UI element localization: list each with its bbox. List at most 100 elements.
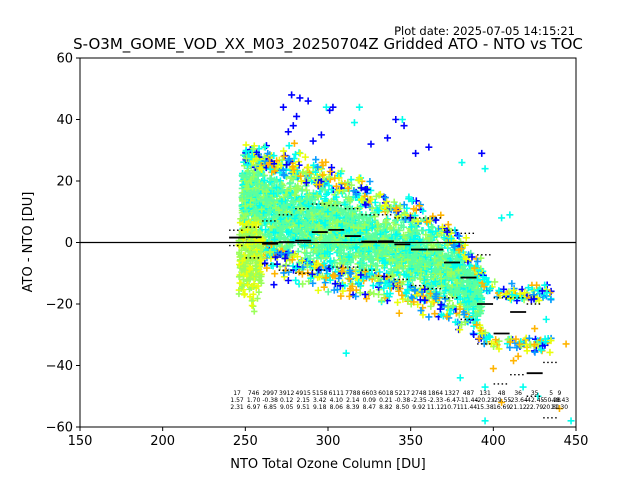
scatter-point	[352, 292, 360, 300]
scatter-point	[495, 287, 503, 295]
scatter-point	[324, 248, 332, 256]
scatter-point	[502, 290, 510, 298]
scatter-point	[301, 242, 309, 250]
scatter-point	[404, 251, 412, 259]
scatter-point	[511, 339, 519, 347]
scatter-point	[350, 119, 358, 127]
scatter-point	[309, 216, 317, 224]
scatter-point	[246, 293, 254, 300]
scatter-point	[367, 186, 375, 194]
scatter-point	[530, 340, 538, 348]
scatter-point	[427, 302, 435, 310]
stats-means-value: 1.57	[230, 397, 244, 404]
x-axis-ticks: 150 200 250 300 350 400 450	[68, 427, 588, 449]
scatter-point	[278, 197, 286, 205]
scatter-point	[280, 223, 288, 231]
scatter-point	[547, 287, 555, 295]
scatter-point	[245, 190, 253, 198]
scatter-point	[428, 298, 436, 306]
stats-counts-value: 5	[549, 390, 553, 397]
scatter-point	[485, 278, 493, 286]
scatter-point	[417, 268, 425, 276]
scatter-point	[358, 195, 366, 203]
scatter-point	[339, 287, 347, 295]
scatter-point	[432, 290, 440, 298]
plot-date-label: Plot date: 2025-07-05 14:15:21	[394, 24, 575, 38]
median-markers-layer	[229, 228, 543, 375]
stats-stds-value: 20.81	[543, 404, 560, 411]
scatter-point	[238, 246, 245, 254]
scatter-point	[320, 260, 328, 268]
scatter-point	[255, 220, 262, 228]
scatter-point	[293, 112, 301, 120]
scatter-point	[244, 226, 251, 233]
scatter-point	[404, 296, 412, 304]
stats-stds-value: 2.31	[230, 404, 244, 411]
scatter-point	[421, 285, 429, 293]
scatter-point	[395, 309, 403, 317]
scatter-point	[421, 273, 429, 281]
scatter-point	[381, 194, 389, 202]
scatter-point	[508, 291, 516, 299]
scatter-point	[299, 280, 307, 288]
x-axis-label: NTO Total Ozone Column [DU]	[230, 457, 426, 472]
scatter-point	[388, 244, 396, 252]
scatter-point	[354, 204, 362, 212]
scatter-point	[255, 289, 263, 296]
scatter-point	[431, 254, 439, 262]
scatter-point	[382, 218, 390, 226]
scatter-point	[261, 143, 269, 151]
scatter-point	[296, 149, 304, 157]
scatter-point	[467, 281, 475, 289]
scatter-point	[321, 186, 329, 194]
scatter-point	[481, 417, 489, 425]
scatter-point	[492, 336, 500, 344]
stats-stds-value: 11.44	[460, 404, 477, 411]
stats-stds-value: 6.85	[263, 404, 277, 411]
scatter-point	[352, 266, 360, 274]
scatter-point	[378, 296, 386, 304]
scatter-point	[368, 195, 376, 203]
scatter-point	[410, 298, 418, 306]
stats-counts-value: 7788	[345, 390, 360, 397]
stats-means-value: 0.21	[379, 397, 393, 404]
scatter-point	[335, 174, 343, 182]
scatter-point	[350, 187, 358, 195]
scatter-point	[377, 230, 385, 238]
scatter-point	[441, 252, 449, 260]
scatter-point	[315, 221, 323, 229]
scatter-point	[345, 253, 353, 261]
scatter-point	[290, 139, 298, 147]
scatter-point	[475, 335, 483, 343]
scatter-point	[304, 163, 312, 171]
scatter-point	[516, 290, 524, 298]
y-tick-label: −40	[46, 359, 73, 374]
scatter-point	[437, 282, 445, 290]
scatter-point	[312, 240, 320, 248]
stats-stds-value: 15.38	[476, 404, 493, 411]
scatter-point	[449, 302, 457, 310]
scatter-point	[235, 273, 243, 280]
scatter-point	[405, 195, 413, 203]
scatter-point	[478, 330, 486, 338]
scatter-point	[362, 201, 370, 209]
scatter-point	[335, 248, 343, 256]
scatter-point	[403, 204, 411, 212]
scatter-point	[447, 235, 455, 243]
scatter-point	[407, 223, 415, 231]
scatter-point	[367, 140, 375, 148]
scatter-point	[352, 243, 360, 251]
scatter-point	[562, 340, 570, 348]
scatter-point	[270, 176, 278, 184]
scatter-point	[357, 258, 365, 266]
scatter-point	[369, 282, 377, 290]
stats-counts-value: 17	[233, 390, 241, 397]
scatter-point	[521, 289, 529, 297]
scatter-point	[325, 173, 333, 181]
scatter-point	[271, 270, 279, 278]
stats-means-value: -23.64	[508, 397, 528, 404]
scatter-point	[456, 326, 464, 334]
scatter-point	[480, 283, 488, 291]
scatter-point	[440, 234, 448, 242]
scatter-point	[256, 277, 264, 284]
